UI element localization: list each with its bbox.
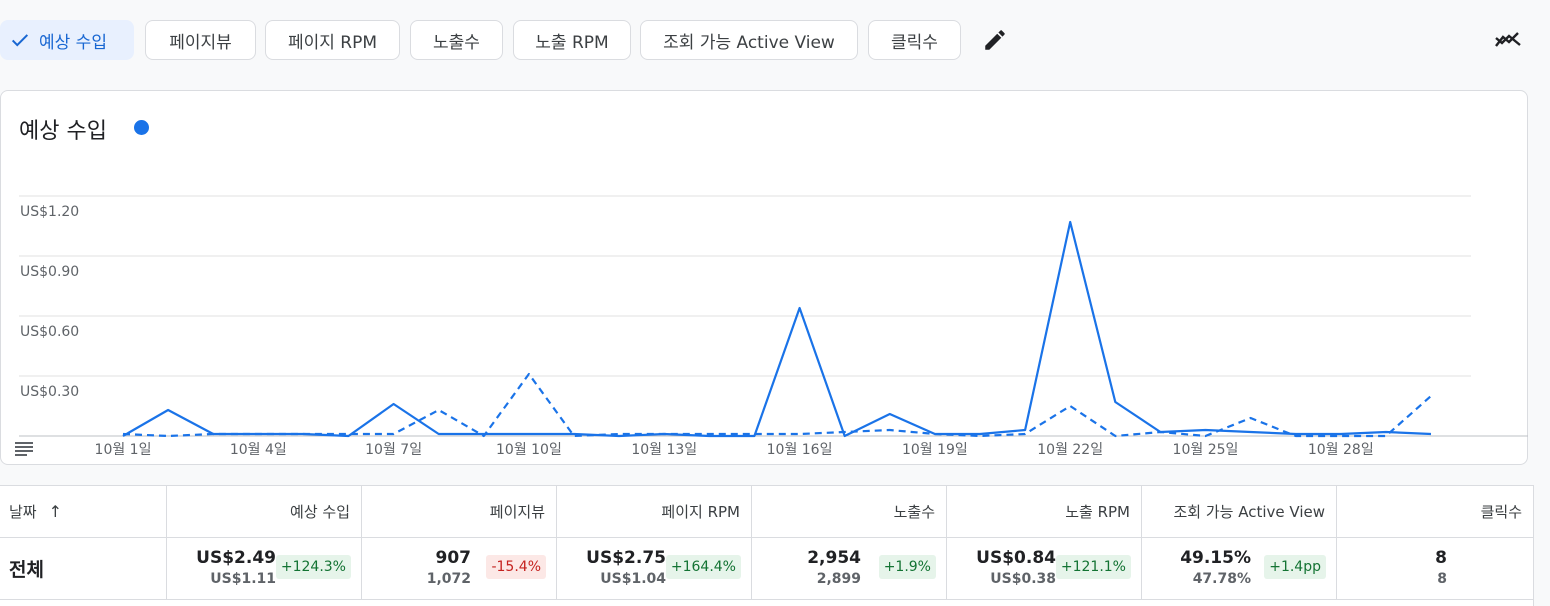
x-tick-label: 10월 7일 (365, 442, 422, 458)
y-tick-label: US$0.90 (20, 264, 79, 280)
chip-label: 조회 가능 Active View (663, 32, 835, 53)
table-row-total: 전체 US$2.49 US$1.11 +124.3% 907 1,072 -15… (0, 538, 1534, 600)
x-tick-label: 10월 1일 (95, 442, 152, 458)
chip-impression-rpm[interactable]: 노출 RPM (513, 20, 631, 60)
header-impressions[interactable]: 노출수 (752, 486, 947, 537)
chart-title: 예상 수입 (19, 119, 107, 144)
value-current: 49.15% (1180, 548, 1251, 568)
total-label-cell: 전체 (0, 538, 167, 599)
header-active-view[interactable]: 조회 가능 Active View (1142, 486, 1337, 537)
total-label: 전체 (9, 559, 44, 581)
cell-impressions: 2,954 2,899 +1.9% (752, 538, 947, 599)
value-current: 8 (1435, 548, 1447, 568)
x-tick-label: 10월 4일 (230, 442, 287, 458)
chip-clicks[interactable]: 클릭수 (868, 20, 961, 60)
chip-label: 페이지뷰 (169, 32, 232, 53)
chip-label: 페이지 RPM (287, 32, 378, 53)
value-previous: US$1.11 (210, 571, 276, 587)
change-badge: +121.1% (1055, 555, 1131, 579)
sort-arrow-icon: ↑ (48, 502, 63, 521)
change-badge: +124.3% (275, 555, 351, 579)
x-tick-label: 10월 25일 (1173, 442, 1239, 458)
series-line-previous (122, 372, 1432, 438)
value-previous: 1,072 (426, 571, 471, 587)
check-icon (11, 34, 29, 47)
x-tick-label: 10월 10일 (496, 442, 562, 458)
header-clicks[interactable]: 클릭수 (1480, 503, 1522, 521)
x-tick-label: 10월 19일 (902, 442, 968, 458)
x-tick-label: 10월 13일 (631, 442, 697, 458)
line-chart: US$1.20 US$0.90 US$0.60 US$0.30 10월 1일 10월 4일… (19, 195, 1528, 458)
change-badge: +1.9% (878, 555, 936, 579)
y-tick-label: US$0.60 (20, 324, 79, 340)
value-current: US$0.84 (976, 548, 1056, 568)
series-line-current (122, 220, 1432, 438)
value-current: US$2.49 (196, 548, 276, 568)
value-previous: US$1.04 (600, 571, 666, 587)
report-table: 날짜 ↑ 예상 수입 페이지뷰 페이지 RPM 노출수 노출 RPM 조회 가능 … (0, 485, 1534, 606)
chip-label: 노출수 (433, 32, 480, 53)
chip-label: 예상 수입 (39, 32, 107, 53)
y-tick-label: US$1.20 (20, 204, 79, 220)
chip-estimated-earnings[interactable]: 예상 수입 (0, 20, 134, 60)
value-current: US$2.75 (586, 548, 666, 568)
chip-page-rpm[interactable]: 페이지 RPM (265, 20, 400, 60)
change-badge: -15.4% (486, 555, 546, 579)
header-impression-rpm[interactable]: 노출 RPM (947, 486, 1142, 537)
cell-estimated-earnings: US$2.49 US$1.11 +124.3% (167, 538, 362, 599)
chart-card: 예상 수입 US$1.20 US$0.90 US$0.60 US$0.30 10월 1일… (0, 90, 1528, 465)
value-previous: 2,899 (816, 571, 861, 587)
change-badge: +1.4pp (1264, 555, 1326, 579)
x-tick-label: 10월 16일 (767, 442, 833, 458)
metric-chip-bar: 예상 수입 페이지뷰 페이지 RPM 노출수 노출 RPM 조회 가능 Acti… (0, 0, 1550, 80)
chip-active-view[interactable]: 조회 가능 Active View (640, 20, 858, 60)
chip-pageviews[interactable]: 페이지뷰 (145, 20, 256, 60)
value-previous: 47.78% (1192, 571, 1251, 587)
value-previous: US$0.38 (990, 571, 1056, 587)
value-current: 2,954 (807, 548, 861, 568)
chip-label: 노출 RPM (535, 32, 609, 53)
y-tick-label: US$0.30 (20, 384, 79, 400)
menu-lines-icon[interactable] (14, 441, 34, 461)
pencil-icon[interactable] (980, 26, 1010, 54)
table-header-row: 날짜 ↑ 예상 수입 페이지뷰 페이지 RPM 노출수 노출 RPM 조회 가능 … (0, 486, 1534, 538)
trend-compare-icon[interactable] (1492, 26, 1524, 54)
x-tick-label: 10월 22일 (1037, 442, 1103, 458)
chip-impressions[interactable]: 노출수 (410, 20, 503, 60)
x-tick-label: 10월 28일 (1308, 442, 1374, 458)
value-current: 907 (435, 548, 472, 568)
cell-page-rpm: US$2.75 US$1.04 +164.4% (557, 538, 752, 599)
chip-label: 클릭수 (891, 32, 938, 53)
header-estimated-earnings[interactable]: 예상 수입 (167, 486, 362, 537)
change-badge: +164.4% (665, 555, 741, 579)
cell-pageviews: 907 1,072 -15.4% (362, 538, 557, 599)
legend-dot (134, 120, 149, 135)
header-page-rpm[interactable]: 페이지 RPM (557, 486, 752, 537)
cell-active-view: 49.15% 47.78% +1.4pp (1142, 538, 1337, 599)
cell-impression-rpm: US$0.84 US$0.38 +121.1% (947, 538, 1142, 599)
header-pageviews[interactable]: 페이지뷰 (362, 486, 557, 537)
cell-clicks: 8 8 (1337, 538, 1533, 599)
value-previous: 8 (1437, 571, 1447, 587)
header-date[interactable]: 날짜 ↑ (0, 486, 167, 537)
